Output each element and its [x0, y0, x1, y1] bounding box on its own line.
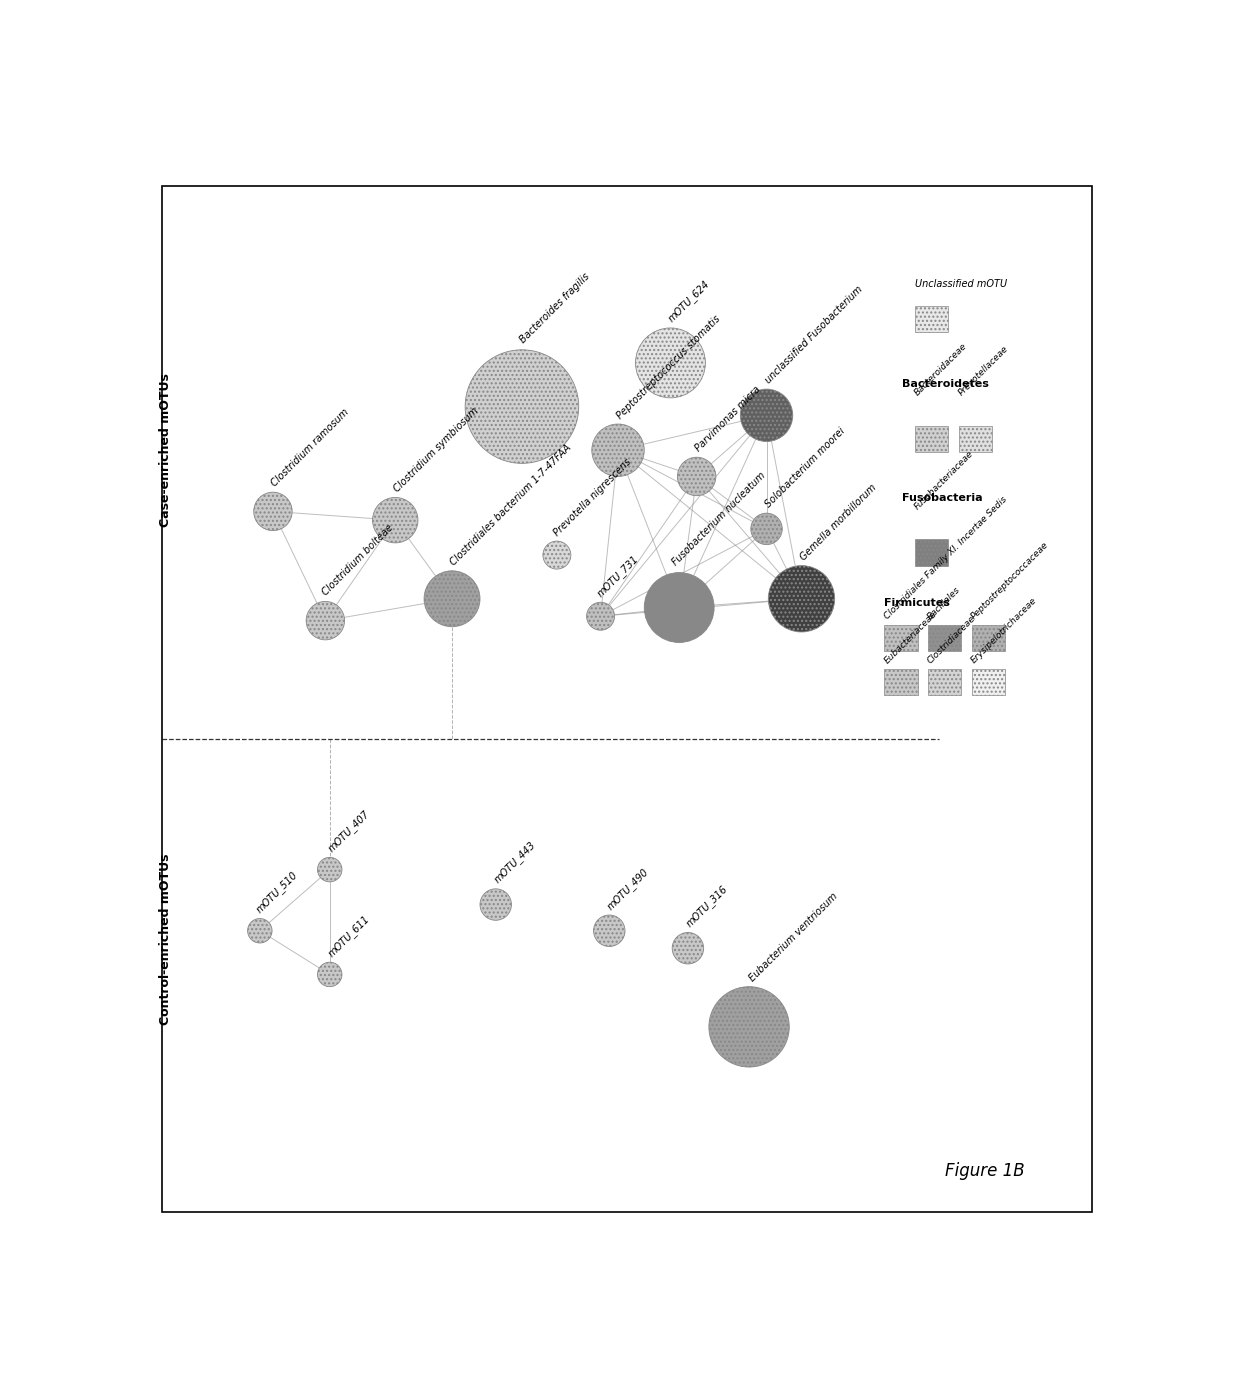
Circle shape — [635, 327, 706, 398]
Circle shape — [254, 493, 293, 531]
FancyBboxPatch shape — [972, 625, 1006, 651]
Circle shape — [677, 457, 715, 495]
Text: mOTU_316: mOTU_316 — [683, 883, 729, 929]
Text: mOTU_407: mOTU_407 — [326, 808, 371, 854]
Circle shape — [645, 572, 714, 643]
Text: mOTU_443: mOTU_443 — [491, 839, 537, 885]
Text: Clostridium symbiosum: Clostridium symbiosum — [392, 406, 480, 494]
Text: Peptostreptococcus stomatis: Peptostreptococcus stomatis — [615, 314, 722, 421]
Text: Bacteroidaceae: Bacteroidaceae — [913, 341, 968, 398]
Text: mOTU_624: mOTU_624 — [666, 279, 712, 325]
Text: Peptostreptococcaceae: Peptostreptococcaceae — [970, 541, 1050, 622]
Text: Fusobacteria: Fusobacteria — [901, 493, 982, 502]
Text: Clostridium ramosum: Clostridium ramosum — [269, 407, 351, 488]
Circle shape — [543, 541, 570, 570]
Text: mOTU_510: mOTU_510 — [254, 870, 300, 915]
Circle shape — [672, 933, 703, 965]
Text: Clostridiales Family XI. Incertae Sedis: Clostridiales Family XI. Incertae Sedis — [883, 495, 1008, 622]
Text: Gemella morbillorum: Gemella morbillorum — [797, 482, 878, 561]
Circle shape — [372, 498, 418, 544]
Text: Control-enriched mOTUs: Control-enriched mOTUs — [159, 853, 172, 1025]
Text: Bacteroidetes: Bacteroidetes — [901, 380, 988, 389]
Text: Fusobacterium nucleatum: Fusobacterium nucleatum — [671, 471, 768, 567]
Text: Figure 1B: Figure 1B — [945, 1161, 1024, 1181]
Text: Case-enriched mOTUs: Case-enriched mOTUs — [159, 373, 172, 527]
Circle shape — [465, 350, 579, 464]
Circle shape — [769, 566, 835, 632]
Text: mOTU_611: mOTU_611 — [326, 912, 371, 959]
FancyBboxPatch shape — [959, 425, 992, 451]
Circle shape — [248, 919, 272, 943]
Circle shape — [740, 389, 792, 442]
Circle shape — [709, 987, 789, 1066]
Circle shape — [480, 889, 511, 921]
FancyBboxPatch shape — [915, 425, 949, 451]
Text: Prevotella nigrescens: Prevotella nigrescens — [552, 457, 632, 538]
Text: Clostridium bolteae: Clostridium bolteae — [320, 523, 394, 599]
Circle shape — [594, 915, 625, 947]
Text: mOTU_731: mOTU_731 — [595, 553, 640, 599]
Text: Unclassified mOTU: Unclassified mOTU — [915, 278, 1007, 289]
FancyBboxPatch shape — [929, 669, 961, 695]
Circle shape — [317, 857, 342, 882]
Text: Bacteroides fragilis: Bacteroides fragilis — [518, 271, 591, 344]
Text: Prevotellaceae: Prevotellaceae — [957, 344, 1011, 398]
FancyBboxPatch shape — [972, 669, 1006, 695]
Text: mOTU_490: mOTU_490 — [605, 866, 651, 911]
FancyBboxPatch shape — [884, 625, 918, 651]
FancyBboxPatch shape — [884, 669, 918, 695]
Text: Bacillales: Bacillales — [926, 585, 962, 622]
Circle shape — [587, 603, 615, 630]
Text: Eubacterium ventriosum: Eubacterium ventriosum — [748, 890, 839, 984]
Text: Fusobacteriaceae: Fusobacteriaceae — [913, 449, 976, 512]
Text: Firmicutes: Firmicutes — [884, 597, 950, 608]
Circle shape — [424, 571, 480, 626]
Circle shape — [750, 513, 782, 545]
Text: Clostridiaceae: Clostridiaceae — [926, 614, 978, 665]
Text: unclassified Fusobacterium: unclassified Fusobacterium — [763, 285, 864, 385]
Text: Erysipelotrichaceae: Erysipelotrichaceae — [970, 596, 1039, 665]
Text: Clostridiales bacterium 1-7-47FAA: Clostridiales bacterium 1-7-47FAA — [449, 443, 573, 567]
FancyBboxPatch shape — [929, 625, 961, 651]
FancyBboxPatch shape — [915, 305, 949, 333]
Circle shape — [317, 962, 342, 987]
Text: Eubacteriaceae: Eubacteriaceae — [883, 610, 939, 665]
Circle shape — [306, 601, 345, 640]
FancyBboxPatch shape — [915, 539, 949, 566]
Text: Parvimonas micra: Parvimonas micra — [693, 384, 763, 454]
Circle shape — [591, 424, 645, 476]
Text: Solobacterium moorei: Solobacterium moorei — [763, 427, 847, 509]
